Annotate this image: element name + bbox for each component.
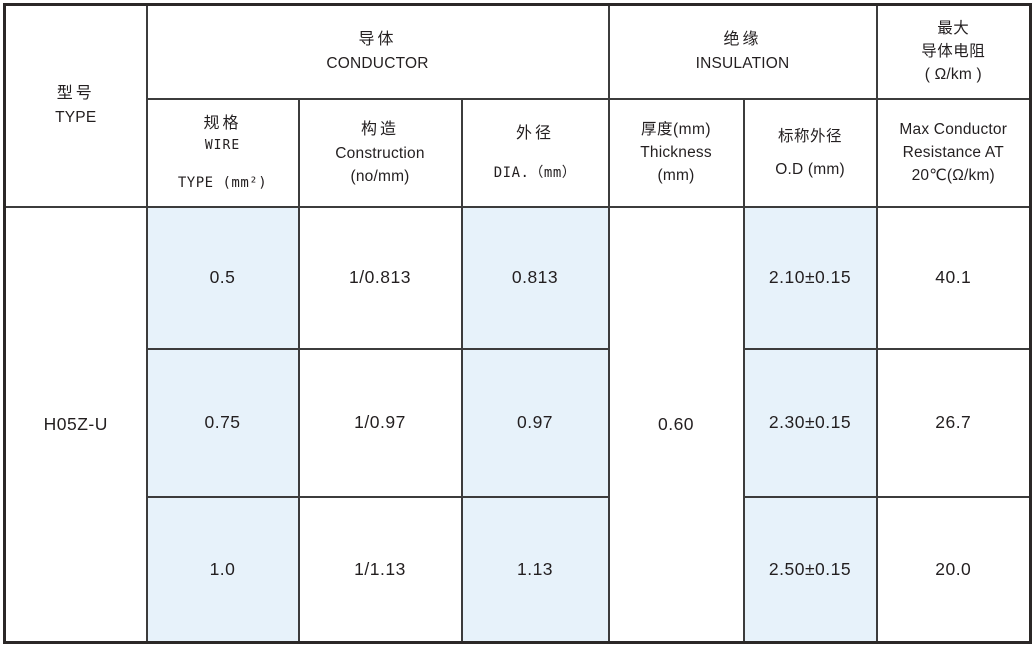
subheader-construction: 构造 Construction (no/mm) — [297, 97, 463, 208]
cell-wire-row2: 0.75 — [145, 347, 300, 498]
resistance-subheader-line3: 20℃(Ω/km) — [911, 167, 995, 184]
construction-subheader-zh: 构造 — [360, 120, 399, 138]
dia-subheader-zh: 外径 — [516, 124, 555, 142]
insulation-header-zh: 绝缘 — [723, 31, 762, 49]
resistance-value-row1: 40.1 — [935, 267, 972, 287]
cell-dia-row2: 0.97 — [460, 347, 610, 498]
construction-value-row3: 1/1.13 — [354, 558, 406, 579]
col-header-type: 型号 TYPE — [3, 3, 148, 208]
dia-value-row1: 0.813 — [511, 267, 559, 287]
dia-subheader-en: DIA.（mm） — [493, 164, 577, 181]
cell-resistance-row3: 20.0 — [875, 495, 1032, 644]
cell-dia-row1: 0.813 — [460, 205, 610, 350]
wire-value-row3: 1.0 — [209, 558, 236, 579]
od-value-row2: 2.30±0.15 — [768, 412, 852, 432]
od-subheader-zh: 标称外径 — [778, 127, 843, 145]
cell-construction-row1: 1/0.813 — [297, 205, 463, 350]
wire-subheader-en1: WIRE — [204, 137, 241, 153]
cell-dia-row3: 1.13 — [460, 495, 610, 644]
table-row: H05Z-U 0.5 1/0.813 0.813 0.60 2.10±0.15 … — [3, 205, 1032, 644]
conductor-header-en: CONDUCTOR — [326, 55, 429, 73]
thickness-subheader-zh: 厚度(mm) — [640, 121, 712, 138]
dia-value-row3: 1.13 — [516, 558, 554, 579]
resistance-header-line2: 导体电阻 — [921, 43, 986, 61]
cell-wire-row3: 1.0 — [145, 495, 300, 644]
dia-value-row2: 0.97 — [516, 412, 554, 432]
construction-value-row1: 1/0.813 — [349, 267, 411, 287]
header-row-groups: 型号 TYPE 导体 CONDUCTOR 绝缘 INSULATION 最大 导体… — [3, 3, 1032, 208]
construction-subheader-en1: Construction — [335, 144, 425, 162]
subheader-max-resistance: Max Conductor Resistance AT 20℃(Ω/km) — [875, 97, 1032, 208]
cell-resistance-row2: 26.7 — [875, 347, 1032, 498]
resistance-header-line3: ( Ω/km ) — [924, 66, 982, 84]
table-row: 1.0 1/1.13 1.13 2.50±0.15 20.0 — [5, 495, 1032, 644]
construction-subheader-en2: (no/mm) — [350, 167, 410, 185]
cell-wire-row1: 0.5 — [145, 205, 300, 350]
cell-od-row3: 2.50±0.15 — [742, 495, 878, 644]
type-value: H05Z-U — [43, 413, 108, 434]
table-row: 0.75 1/0.97 0.97 2.30±0.15 26.7 — [5, 347, 1032, 498]
group-header-max-resistance: 最大 导体电阻 ( Ω/km ) — [875, 3, 1032, 100]
resistance-header-line1: 最大 — [937, 20, 970, 38]
group-header-insulation: 绝缘 INSULATION — [607, 3, 878, 100]
wire-subheader-zh: 规格 — [203, 114, 242, 132]
type-header-zh: 型号 — [56, 85, 95, 103]
resistance-subheader-line1: Max Conductor — [899, 121, 1008, 138]
thickness-value: 0.60 — [657, 413, 695, 434]
insulation-header-en: INSULATION — [695, 55, 790, 73]
cell-construction-row2: 1/0.97 — [297, 347, 463, 498]
group-header-conductor: 导体 CONDUCTOR — [145, 3, 610, 100]
wire-value-row2: 0.75 — [204, 412, 241, 432]
subheader-wire-type: 规格 WIRE TYPE (mm²) — [145, 97, 300, 208]
thickness-subheader-en2: (mm) — [657, 167, 695, 184]
type-header-en: TYPE — [55, 109, 97, 127]
conductor-header-zh: 导体 — [358, 31, 397, 49]
cell-type-value: H05Z-U — [3, 205, 148, 644]
wire-value-row1: 0.5 — [209, 267, 236, 287]
od-subheader-en: O.D (mm) — [775, 160, 845, 178]
wire-subheader-en2: TYPE (mm²) — [177, 174, 268, 191]
subheader-thickness: 厚度(mm) Thickness (mm) — [607, 97, 745, 208]
resistance-value-row3: 20.0 — [935, 558, 972, 579]
cell-thickness-value: 0.60 — [607, 205, 745, 644]
cell-resistance-row1: 40.1 — [875, 205, 1032, 350]
cell-construction-row3: 1/1.13 — [297, 495, 463, 644]
subheader-od: 标称外径 O.D (mm) — [742, 97, 878, 208]
od-value-row1: 2.10±0.15 — [768, 267, 852, 287]
resistance-subheader-line2: Resistance AT — [902, 144, 1004, 161]
cell-od-row2: 2.30±0.15 — [742, 347, 878, 498]
resistance-value-row2: 26.7 — [935, 412, 972, 432]
thickness-subheader-en1: Thickness — [640, 144, 712, 161]
header-row-subcolumns: 规格 WIRE TYPE (mm²) 构造 Construction (no/m… — [5, 97, 1032, 208]
od-value-row3: 2.50±0.15 — [768, 558, 852, 579]
construction-value-row2: 1/0.97 — [354, 412, 406, 432]
subheader-dia: 外径 DIA.（mm） — [460, 97, 610, 208]
wire-spec-table: 型号 TYPE 导体 CONDUCTOR 绝缘 INSULATION 最大 导体… — [3, 3, 1033, 644]
cell-od-row1: 2.10±0.15 — [742, 205, 878, 350]
